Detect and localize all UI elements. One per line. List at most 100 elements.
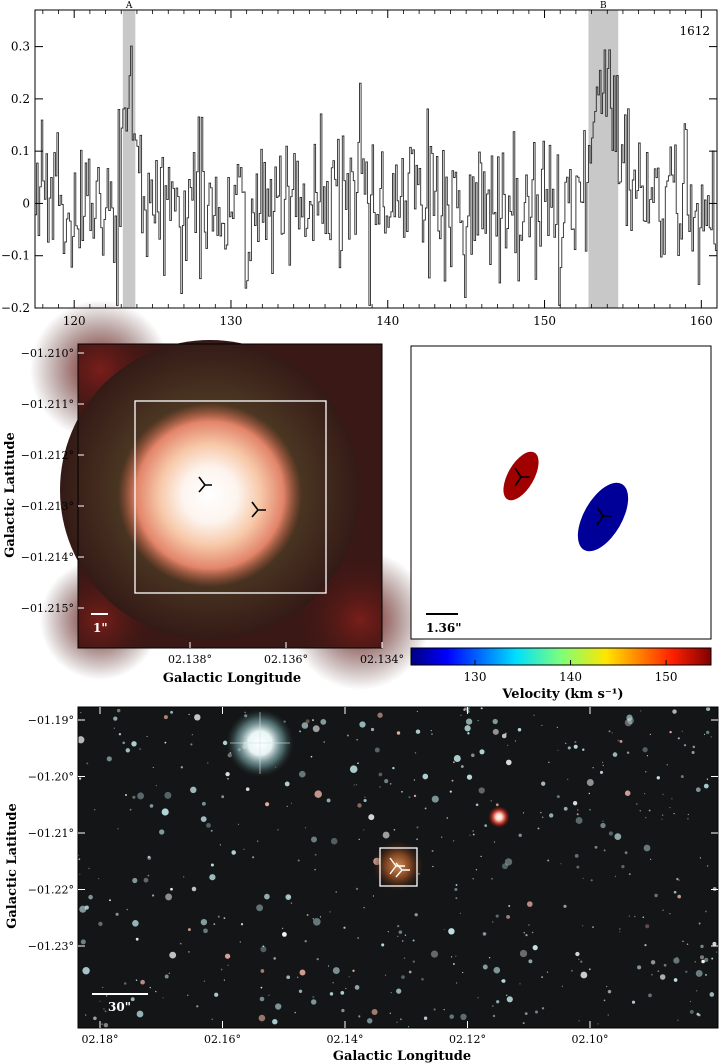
field-star — [310, 755, 313, 758]
field-star — [645, 924, 650, 929]
colorbar-tick-label: 150 — [655, 670, 678, 684]
field-star — [85, 1014, 87, 1016]
field-star — [390, 991, 392, 994]
field-star — [590, 879, 593, 882]
field-star — [504, 858, 513, 866]
field-star — [239, 941, 241, 943]
field-star — [217, 915, 220, 918]
field-star — [113, 716, 118, 721]
field-star — [191, 733, 194, 736]
field-star — [179, 942, 182, 945]
field-star — [297, 859, 300, 862]
x-tick-label: 160 — [690, 314, 713, 328]
field-star — [378, 772, 383, 777]
field-star — [517, 727, 522, 732]
field-star — [78, 858, 81, 861]
colorbar-tick-label: 130 — [464, 670, 487, 684]
field-star — [346, 734, 349, 737]
field-star — [286, 805, 288, 808]
field-star — [316, 957, 319, 961]
field-star — [398, 930, 403, 934]
field-star — [528, 959, 533, 964]
field-star — [413, 779, 416, 781]
field-star — [614, 833, 622, 840]
field-star — [313, 918, 321, 926]
highlight-band — [588, 10, 619, 308]
field-star — [642, 747, 648, 753]
field-star — [597, 1023, 599, 1025]
field-star — [368, 814, 375, 821]
maser-marker-a — [198, 476, 212, 493]
field-star — [683, 744, 687, 747]
field-star — [460, 1013, 467, 1021]
field-star — [646, 755, 649, 757]
field-star — [471, 753, 475, 758]
field-star — [272, 1018, 278, 1025]
field-star — [706, 730, 710, 735]
field-star — [159, 829, 165, 835]
field-star — [546, 971, 549, 973]
field-star — [662, 909, 664, 912]
field-star — [651, 973, 653, 976]
spectrum-y-ticks: −0.2 −0.1 0 0.1 0.2 0.3 — [1, 40, 717, 315]
y-tick-label: −0.1 — [1, 249, 30, 263]
field-star — [602, 820, 604, 822]
field-star — [188, 951, 190, 953]
field-star — [364, 796, 366, 798]
field-star — [519, 949, 528, 958]
field-star — [669, 730, 672, 734]
field-star — [673, 957, 680, 964]
field-star — [162, 997, 164, 999]
field-star — [465, 718, 473, 725]
field-star — [490, 800, 492, 802]
field-star — [612, 752, 618, 757]
field-star — [403, 957, 406, 959]
field-star — [603, 849, 606, 852]
field-star — [601, 761, 604, 764]
field-star — [588, 792, 591, 795]
field-star — [357, 937, 359, 939]
field-star — [163, 715, 168, 720]
field-star — [314, 853, 317, 856]
field-star — [533, 714, 535, 716]
field-star — [384, 779, 389, 784]
field-star — [349, 765, 358, 773]
field-star — [396, 1021, 398, 1023]
field-star — [430, 729, 432, 732]
field-star — [305, 719, 310, 724]
field-star — [79, 905, 87, 913]
field-star — [524, 1012, 528, 1015]
field-star — [312, 995, 315, 999]
field-star — [686, 943, 689, 945]
field-star — [600, 822, 606, 829]
rgb-zoom-box — [134, 400, 327, 594]
field-star — [219, 844, 222, 846]
field-star — [541, 724, 543, 726]
band-label: A — [125, 1, 133, 11]
field-star — [124, 793, 128, 797]
field-star — [258, 1014, 266, 1022]
y-tick-label: −01.22° — [28, 884, 74, 897]
field-star — [408, 796, 411, 799]
field-star — [223, 979, 225, 981]
field-star — [694, 961, 696, 963]
field-star — [213, 923, 216, 925]
field-star — [580, 960, 583, 963]
field-star — [528, 924, 530, 926]
field-star — [522, 1022, 525, 1025]
field-star — [701, 959, 705, 964]
field-star — [496, 1000, 500, 1004]
field-star — [424, 807, 427, 810]
field-star — [389, 783, 392, 785]
field-star — [284, 781, 290, 787]
rgb-y-axis-label: Galactic Latitude — [3, 432, 18, 558]
field-star — [203, 928, 208, 934]
field-star — [136, 1010, 144, 1018]
field-star — [152, 766, 154, 769]
field-star — [488, 957, 491, 959]
field-star — [547, 859, 550, 862]
field-star — [259, 996, 265, 1002]
field-star — [147, 874, 150, 877]
field-star — [170, 710, 174, 714]
